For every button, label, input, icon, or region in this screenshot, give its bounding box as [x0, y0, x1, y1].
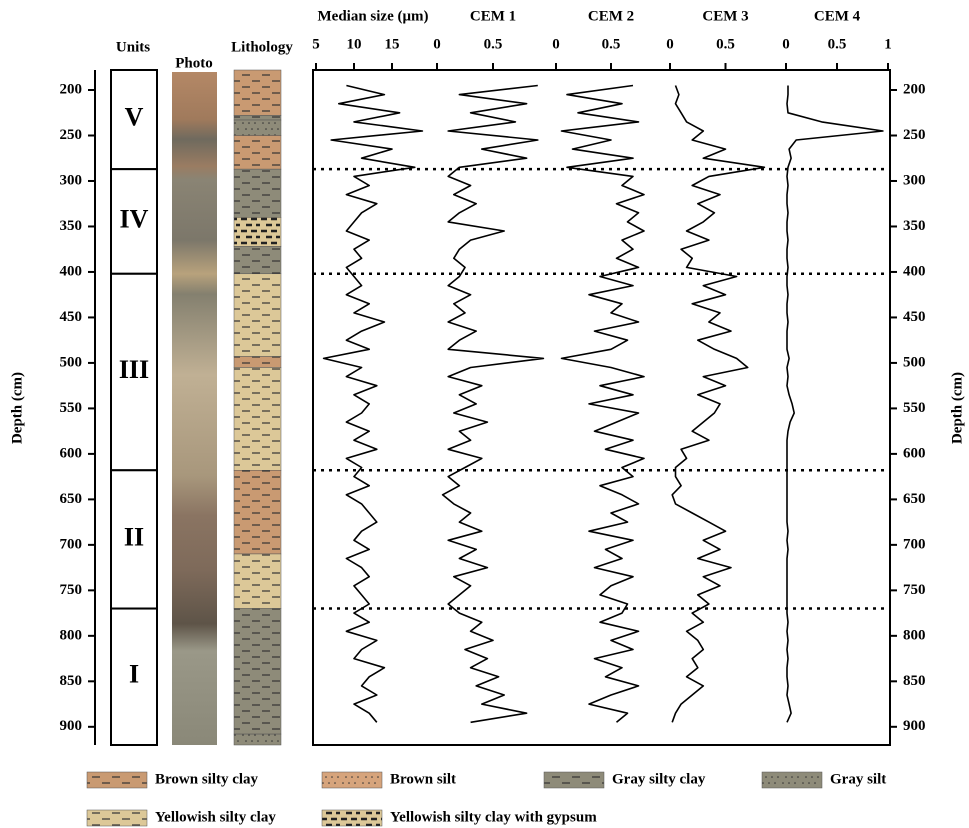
- unit-label: V: [125, 103, 144, 132]
- y-axis-label: Depth (cm): [9, 372, 25, 444]
- profile-line: [441, 84, 545, 724]
- lithology-layer: [233, 217, 282, 247]
- legend-label: Gray silt: [830, 771, 886, 787]
- unit-box: [110, 469, 158, 610]
- legend-label: Yellowish silty clay with gypsum: [390, 809, 597, 825]
- panel-title: CEM 3: [702, 8, 748, 24]
- y-tick-label: 400: [60, 263, 83, 279]
- y-tick-label: 350: [60, 218, 83, 234]
- x-tick-label: 0.5: [828, 36, 847, 52]
- y-tick-label: 450: [60, 309, 83, 325]
- y-tick-label: 600: [60, 445, 83, 461]
- y-tick-label-right: 250: [903, 127, 926, 143]
- lithology-layer: [233, 119, 282, 136]
- y-tick-label-right: 900: [903, 718, 926, 734]
- y-tick-label-right: 500: [903, 354, 926, 370]
- x-tick-label: 1: [884, 36, 892, 52]
- lithology-layer: [233, 608, 282, 735]
- legend-swatch: [761, 771, 823, 789]
- unit-label: III: [119, 355, 149, 384]
- x-tick-label: 15: [385, 36, 400, 52]
- lithology-title: Lithology: [231, 39, 293, 55]
- y-tick-label-right: 550: [903, 400, 926, 416]
- legend-swatch: [86, 809, 148, 827]
- panel-title: CEM 2: [588, 8, 634, 24]
- x-tick-label: 0.5: [602, 36, 621, 52]
- legend-label: Gray silty clay: [612, 771, 706, 787]
- y-tick-label: 800: [60, 627, 83, 643]
- y-tick-label-right: 600: [903, 445, 926, 461]
- panel-title: CEM 1: [470, 8, 516, 24]
- legend-swatch: [321, 809, 383, 827]
- y-tick-label-right: 800: [903, 627, 926, 643]
- y-tick-label-right: 300: [903, 172, 926, 188]
- unit-box: [110, 168, 158, 275]
- unit-box: [110, 69, 158, 171]
- y-tick-label-right: 350: [903, 218, 926, 234]
- y-tick-label-right: 200: [903, 81, 926, 97]
- photo-title: Photo: [175, 55, 213, 71]
- y-axis-label-right: Depth (cm): [949, 372, 965, 444]
- x-tick-label: 0: [552, 36, 560, 52]
- y-tick-label: 900: [60, 718, 83, 734]
- legend-swatch: [321, 771, 383, 789]
- units-title: Units: [116, 39, 150, 55]
- profile-line: [322, 84, 424, 723]
- legend-label: Brown silty clay: [155, 771, 259, 787]
- x-tick-label: 0.5: [716, 36, 735, 52]
- unit-box: [110, 272, 158, 472]
- unit-box: [110, 607, 158, 747]
- lithology-layer: [233, 69, 282, 116]
- lithology-layer: [233, 168, 282, 218]
- photo-column: [172, 72, 217, 745]
- unit-label: II: [124, 522, 144, 551]
- legend-label: Yellowish silty clay: [155, 809, 276, 825]
- lithology-layer: [233, 273, 282, 357]
- y-tick-label: 300: [60, 172, 83, 188]
- profile-line: [671, 85, 766, 723]
- y-tick-label: 850: [60, 673, 83, 689]
- x-tick-label: 0: [782, 36, 790, 52]
- lithology-layer: [233, 246, 282, 275]
- x-tick-label: 5: [312, 36, 320, 52]
- y-tick-label: 550: [60, 400, 83, 416]
- legend-label: Brown silt: [390, 771, 456, 787]
- y-tick-label-right: 650: [903, 491, 926, 507]
- lithology-layer: [233, 115, 282, 121]
- lithology-layer: [233, 367, 282, 471]
- x-tick-label: 0: [666, 36, 674, 52]
- lithology-layer: [233, 135, 282, 170]
- legend-swatch: [543, 771, 605, 789]
- y-tick-label-right: 850: [903, 673, 926, 689]
- unit-label: I: [129, 660, 139, 689]
- y-tick-label: 700: [60, 536, 83, 552]
- lithology-layer: [233, 733, 282, 746]
- unit-label: IV: [120, 204, 149, 233]
- x-tick-label: 0.5: [484, 36, 503, 52]
- y-tick-label: 650: [60, 491, 83, 507]
- lithology-layer: [233, 553, 282, 609]
- y-tick-label: 750: [60, 582, 83, 598]
- lithology-layer: [233, 470, 282, 555]
- y-tick-label: 200: [60, 81, 83, 97]
- y-tick-label-right: 700: [903, 536, 926, 552]
- x-tick-label: 0: [433, 36, 441, 52]
- profile-line: [560, 84, 645, 723]
- lithology-layer: [233, 356, 282, 368]
- x-tick-label: 10: [347, 36, 362, 52]
- legend-swatch: [86, 771, 148, 789]
- profile-line: [786, 85, 884, 723]
- y-tick-label: 500: [60, 354, 83, 370]
- y-tick-label-right: 400: [903, 263, 926, 279]
- y-tick-label: 250: [60, 127, 83, 143]
- y-tick-label-right: 450: [903, 309, 926, 325]
- y-tick-label-right: 750: [903, 582, 926, 598]
- panel-title: Median size (μm): [318, 8, 429, 24]
- panel-title: CEM 4: [814, 8, 861, 24]
